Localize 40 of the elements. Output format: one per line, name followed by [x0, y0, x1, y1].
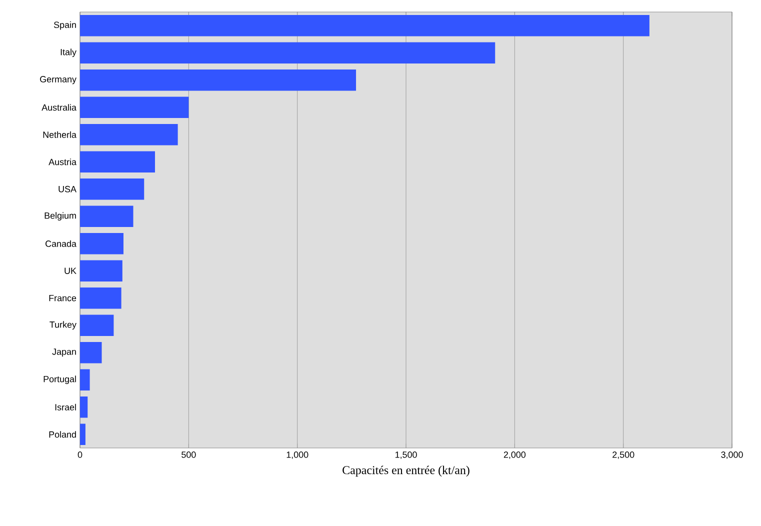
bar	[80, 424, 86, 445]
bar	[80, 396, 88, 418]
bar	[80, 287, 122, 309]
y-tick-label: Turkey	[50, 321, 76, 330]
bar	[80, 124, 178, 146]
x-tick-label: 1,000	[286, 452, 308, 459]
y-tick-label: Belgium	[44, 212, 76, 221]
bar	[80, 206, 134, 227]
x-tick-label: 1,500	[395, 452, 417, 459]
y-tick-label: UK	[64, 268, 76, 274]
bar	[80, 314, 114, 336]
y-tick-label: Portugal	[44, 376, 76, 384]
x-axis-title: Capacités en entrée (kt/an)	[342, 466, 470, 477]
x-tick-label: 3,000	[721, 452, 743, 459]
bar	[80, 342, 102, 364]
y-tick-label: Austria	[48, 158, 76, 166]
bar	[80, 69, 356, 91]
bar	[80, 42, 496, 64]
y-tick-label: Japan	[52, 348, 76, 357]
bar	[80, 151, 155, 172]
y-tick-label: Italy	[60, 48, 76, 58]
y-tick-label: USA	[58, 186, 76, 192]
x-tick-label: 0	[78, 452, 82, 458]
y-tick-label: Spain	[54, 21, 76, 30]
bar	[80, 232, 124, 254]
x-tick-label: 2,500	[612, 452, 634, 459]
y-tick-label: Netherla	[43, 131, 76, 138]
y-tick-label: Germany	[40, 76, 76, 84]
y-tick-label: Poland	[49, 431, 76, 438]
bar	[80, 178, 144, 200]
bar	[80, 260, 122, 282]
y-tick-label: France	[49, 294, 76, 302]
bar	[80, 96, 189, 118]
y-tick-label: Israel	[55, 404, 76, 410]
x-tick-label: 2,000	[504, 452, 526, 459]
y-tick-label: Canada	[46, 240, 76, 247]
bar	[80, 14, 650, 36]
y-tick-label: Australia	[42, 104, 76, 111]
bar	[80, 369, 90, 390]
x-tick-label: 500	[182, 452, 196, 458]
